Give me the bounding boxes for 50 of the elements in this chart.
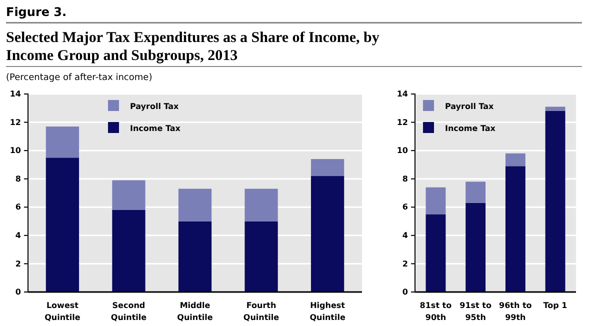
chart-subtitle: (Percentage of after-tax income) — [6, 73, 152, 83]
bar — [310, 159, 344, 176]
y-tick-label: 10 — [396, 146, 408, 156]
legend-label: Income Tax — [130, 124, 182, 133]
x-tick-label: Second Quintile — [110, 301, 148, 322]
y-tick-label: 8 — [15, 174, 22, 184]
y-tick-label: 2 — [15, 259, 21, 268]
y-tick-label: 4 — [402, 230, 408, 240]
y-tick-label: 0 — [15, 288, 22, 297]
bar — [545, 110, 566, 292]
bar — [112, 210, 146, 292]
bar — [310, 176, 344, 292]
x-tick-label: 91st to 95th — [460, 301, 492, 322]
y-tick-label: 12 — [10, 118, 21, 127]
y-tick-label: 10 — [10, 146, 22, 156]
caption: Figure 3. — [6, 5, 67, 19]
bar — [545, 106, 566, 111]
legend-label: Payroll Tax — [130, 102, 180, 111]
y-tick-label: 6 — [402, 202, 408, 212]
x-tick-label: Top 1 — [543, 301, 568, 310]
y-tick-label: 0 — [402, 288, 408, 297]
legend-label: Payroll Tax — [445, 102, 495, 111]
x-tick-label: Highest Quintile — [310, 301, 346, 322]
x-tick-label: 96th to 99th — [499, 301, 532, 322]
y-tick-label: 12 — [396, 118, 408, 127]
bar — [244, 221, 278, 292]
bar — [426, 187, 446, 214]
y-tick-label: 2 — [402, 259, 408, 268]
bar — [505, 153, 526, 166]
bar — [244, 188, 278, 222]
x-tick-label: 81st to 90th — [420, 301, 452, 322]
bar — [178, 188, 212, 222]
bar — [466, 182, 486, 203]
x-tick-label: Lowest Quintile — [44, 301, 81, 322]
bar — [505, 166, 526, 292]
x-tick-label: Middle Quintile — [177, 301, 214, 322]
y-tick-label: 14 — [10, 90, 22, 99]
bar — [112, 180, 146, 210]
y-tick-label: 6 — [15, 202, 22, 212]
bar — [178, 221, 212, 292]
bar — [466, 202, 486, 292]
y-tick-label: 4 — [15, 230, 22, 240]
bar — [46, 126, 80, 158]
x-tick-label: Fourth Quintile — [243, 301, 280, 322]
y-tick-label: 14 — [396, 90, 408, 99]
bar — [426, 214, 446, 292]
chart-title: Selected Major Tax Expenditures as a Share of Income, by Income Group and Subgroups, 2013 — [6, 30, 380, 64]
y-tick-label: 8 — [402, 174, 408, 184]
bar — [46, 158, 80, 292]
legend-label: Income Tax — [445, 124, 496, 133]
